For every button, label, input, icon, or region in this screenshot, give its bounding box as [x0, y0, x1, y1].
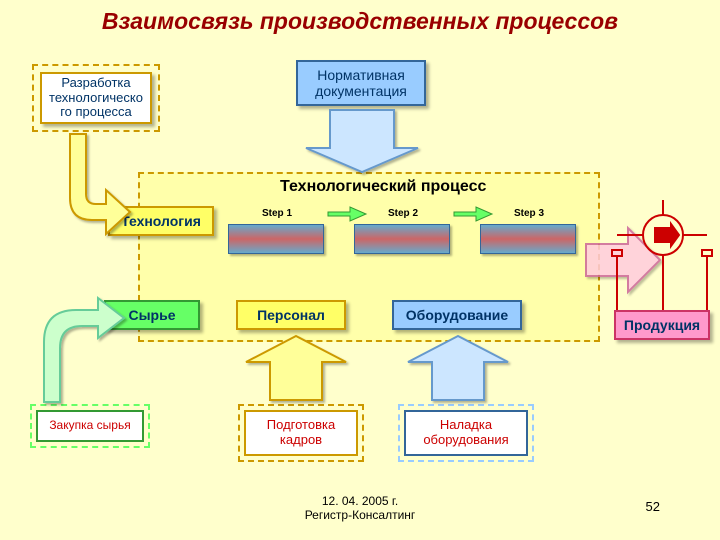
- step3-box: [480, 224, 576, 254]
- page-number: 52: [646, 499, 660, 514]
- purchase-inner: Закупка сырья: [36, 410, 144, 442]
- setup-inner: Наладка оборудования: [404, 410, 528, 456]
- dev-process-box: Разработка технологическо го процесса: [32, 64, 160, 132]
- dev-process-inner: Разработка технологическо го процесса: [40, 72, 152, 124]
- purchase-box: Закупка сырья: [30, 404, 150, 448]
- slide-title: Взаимосвязь производственных процессов: [0, 8, 720, 35]
- training-inner: Подготовка кадров: [244, 410, 358, 456]
- tech-process-title: Технологический процесс: [280, 178, 486, 196]
- step2-label: Step 2: [388, 208, 418, 219]
- personnel-box: Персонал: [236, 300, 346, 330]
- setup-box: Наладка оборудования: [398, 404, 534, 462]
- tech-process-container: [138, 172, 600, 342]
- step2-box: [354, 224, 450, 254]
- footer: 12. 04. 2005 г. Регистр-Консалтинг: [0, 494, 720, 522]
- equipment-box: Оборудование: [392, 300, 522, 330]
- training-box: Подготовка кадров: [238, 404, 364, 462]
- technology-box: Технология: [108, 206, 214, 236]
- step1-label: Step 1: [262, 208, 292, 219]
- arrow-training-up: [246, 336, 346, 400]
- product-box: Продукция: [614, 310, 710, 340]
- arrow-setup-up: [408, 336, 508, 400]
- step3-label: Step 3: [514, 208, 544, 219]
- raw-box: Сырье: [104, 300, 200, 330]
- arrow-norm-down: [306, 110, 418, 172]
- norm-doc-box: Нормативная документация: [296, 60, 426, 106]
- step1-box: [228, 224, 324, 254]
